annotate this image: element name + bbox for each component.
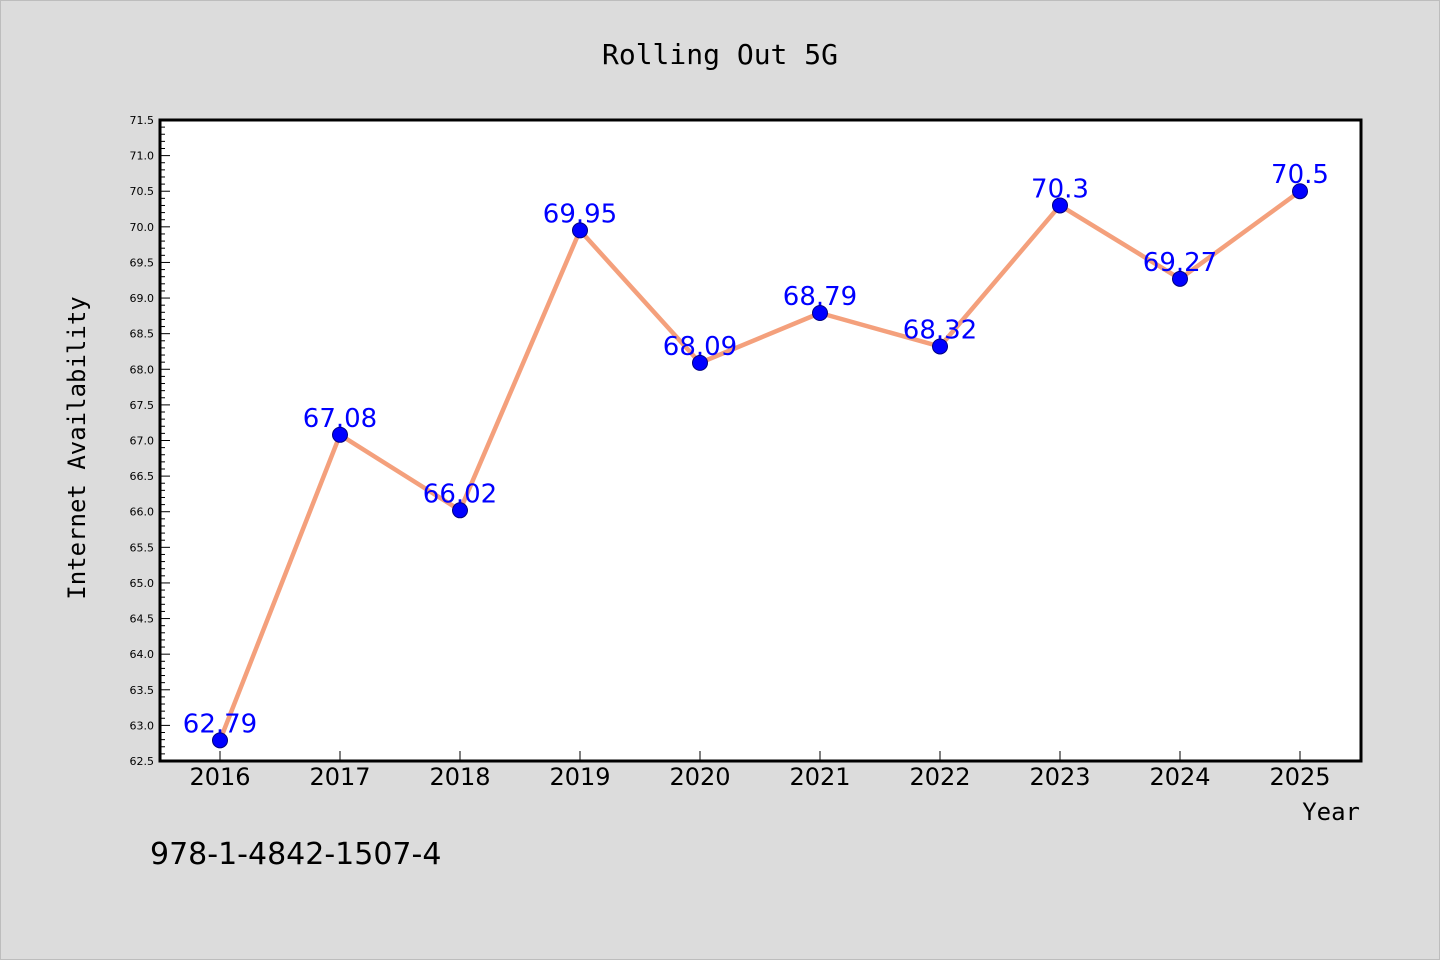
plot-area: [160, 120, 1361, 761]
y-tick-label: 70.0: [130, 221, 155, 234]
y-tick-label: 66.5: [130, 470, 155, 483]
y-tick-label: 64.0: [130, 648, 155, 661]
data-point: [332, 426, 348, 443]
y-tick-label: 68.5: [130, 328, 155, 341]
data-point: [572, 222, 588, 239]
x-tick-label: 2025: [1269, 763, 1330, 791]
y-tick-label: 66.0: [130, 506, 155, 519]
y-axis: 62.5 63.0 63.5 64.0 64.5 65.0 65.5 66.0 66.5 67.0…: [130, 114, 170, 768]
y-tick-label: 69.0: [130, 292, 155, 305]
data-label: 67.08: [303, 404, 377, 434]
x-tick-label: 2021: [789, 763, 850, 791]
y-tick-label: 67.0: [130, 435, 155, 448]
x-tick-label: 2020: [669, 763, 730, 791]
data-label: 68.32: [903, 315, 977, 345]
x-tick-label: 2024: [1149, 763, 1210, 791]
y-tick-label: 63.0: [130, 719, 155, 732]
x-tick-label: 2023: [1029, 763, 1090, 791]
y-tick-label: 62.5: [130, 755, 155, 768]
data-point: [1052, 197, 1068, 214]
y-tick-label: 67.5: [130, 399, 155, 412]
y-tick-label: 65.5: [130, 541, 155, 554]
isbn-annotation: 978-1-4842-1507-4: [150, 837, 441, 872]
y-tick-label: 63.5: [130, 684, 155, 697]
data-label: 62.79: [183, 709, 257, 739]
data-label: 69.27: [1143, 248, 1217, 278]
y-tick-label: 64.5: [130, 613, 155, 626]
data-label: 69.95: [543, 199, 617, 229]
x-tick-label: 2016: [189, 763, 250, 791]
y-tick-label: 69.5: [130, 256, 155, 269]
series-markers: [212, 183, 1308, 749]
x-tick-label: 2022: [909, 763, 970, 791]
y-axis-label: Internet Availability: [63, 296, 91, 599]
plot-border: [158, 118, 1363, 763]
x-tick-label: 2019: [549, 763, 610, 791]
y-tick-label: 68.0: [130, 363, 155, 376]
data-point: [812, 305, 828, 322]
data-label: 70.3: [1031, 174, 1089, 204]
data-point: [1172, 270, 1188, 287]
data-point: [1292, 183, 1308, 200]
y-tick-label: 71.0: [130, 150, 155, 163]
data-point: [212, 732, 228, 749]
data-labels: 62.79 67.08 66.02 69.95 68.09 68.79 68.32 70.3 6…: [183, 160, 1329, 739]
data-label: 70.5: [1271, 160, 1329, 190]
x-axis-label: Year: [1302, 798, 1360, 826]
data-label: 66.02: [423, 479, 497, 509]
chart-title: Rolling Out 5G: [602, 38, 838, 71]
data-point: [932, 338, 948, 355]
data-label: 68.79: [783, 282, 857, 312]
x-tick-label: 2018: [429, 763, 490, 791]
x-axis: 2016 2017 2018 2019 2020 2021 2022 2023 2024 2025: [189, 751, 1331, 791]
y-tick-label: 71.5: [130, 114, 155, 127]
x-tick-label: 2017: [309, 763, 370, 791]
series-line: [217, 188, 1303, 743]
data-point: [452, 502, 468, 519]
data-point: [692, 354, 708, 371]
y-tick-label: 65.0: [130, 577, 155, 590]
data-label: 68.09: [663, 332, 737, 362]
y-tick-label: 70.5: [130, 185, 155, 198]
